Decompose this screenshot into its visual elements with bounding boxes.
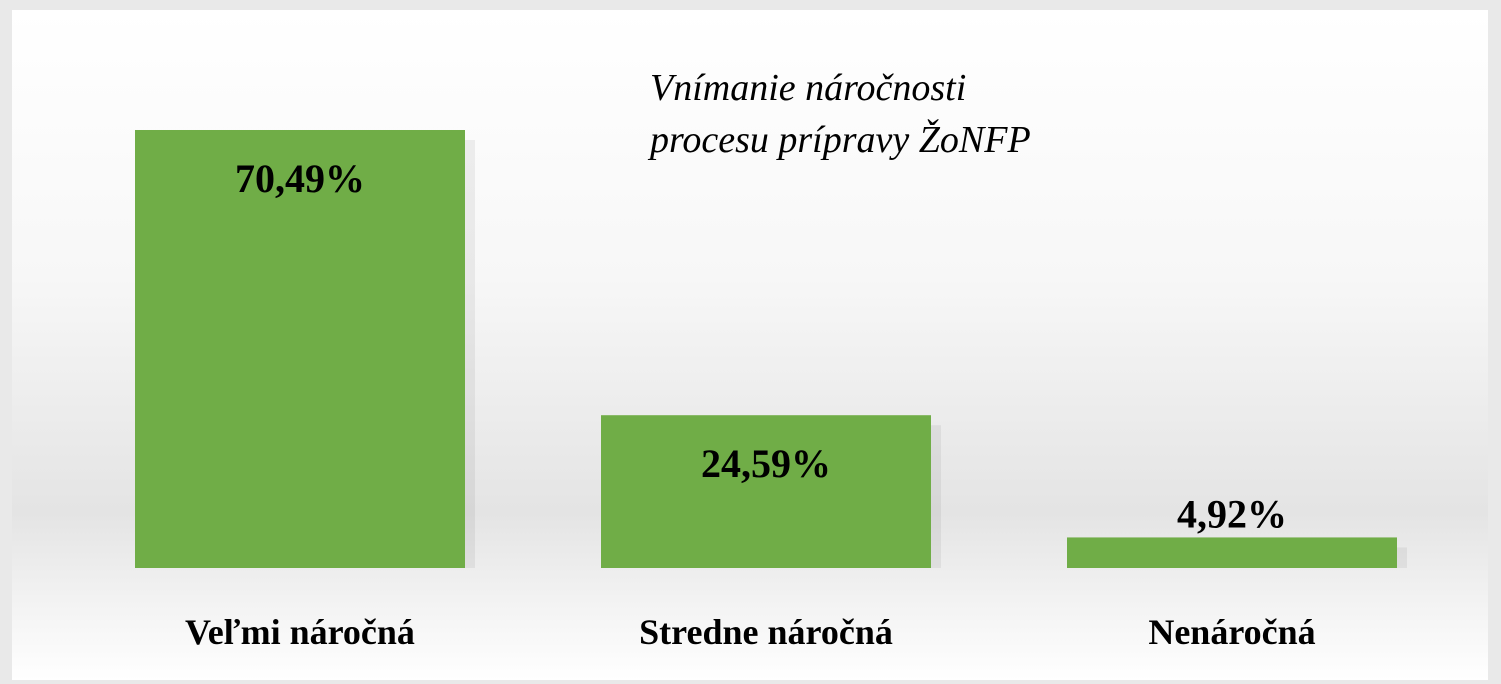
bar [135,130,465,568]
x-tick-label: Nenáročná [1148,612,1315,652]
data-label: 24,59% [701,441,831,486]
data-label: 4,92% [1177,491,1287,536]
bar [1067,537,1397,568]
bar [601,415,931,568]
x-tick-label: Stredne náročná [639,612,893,652]
data-label: 70,49% [235,156,365,201]
x-tick-label: Veľmi náročná [185,612,415,652]
chart-title: Vnímanie náročnosti procesu prípravy ŽoN… [650,67,1031,161]
